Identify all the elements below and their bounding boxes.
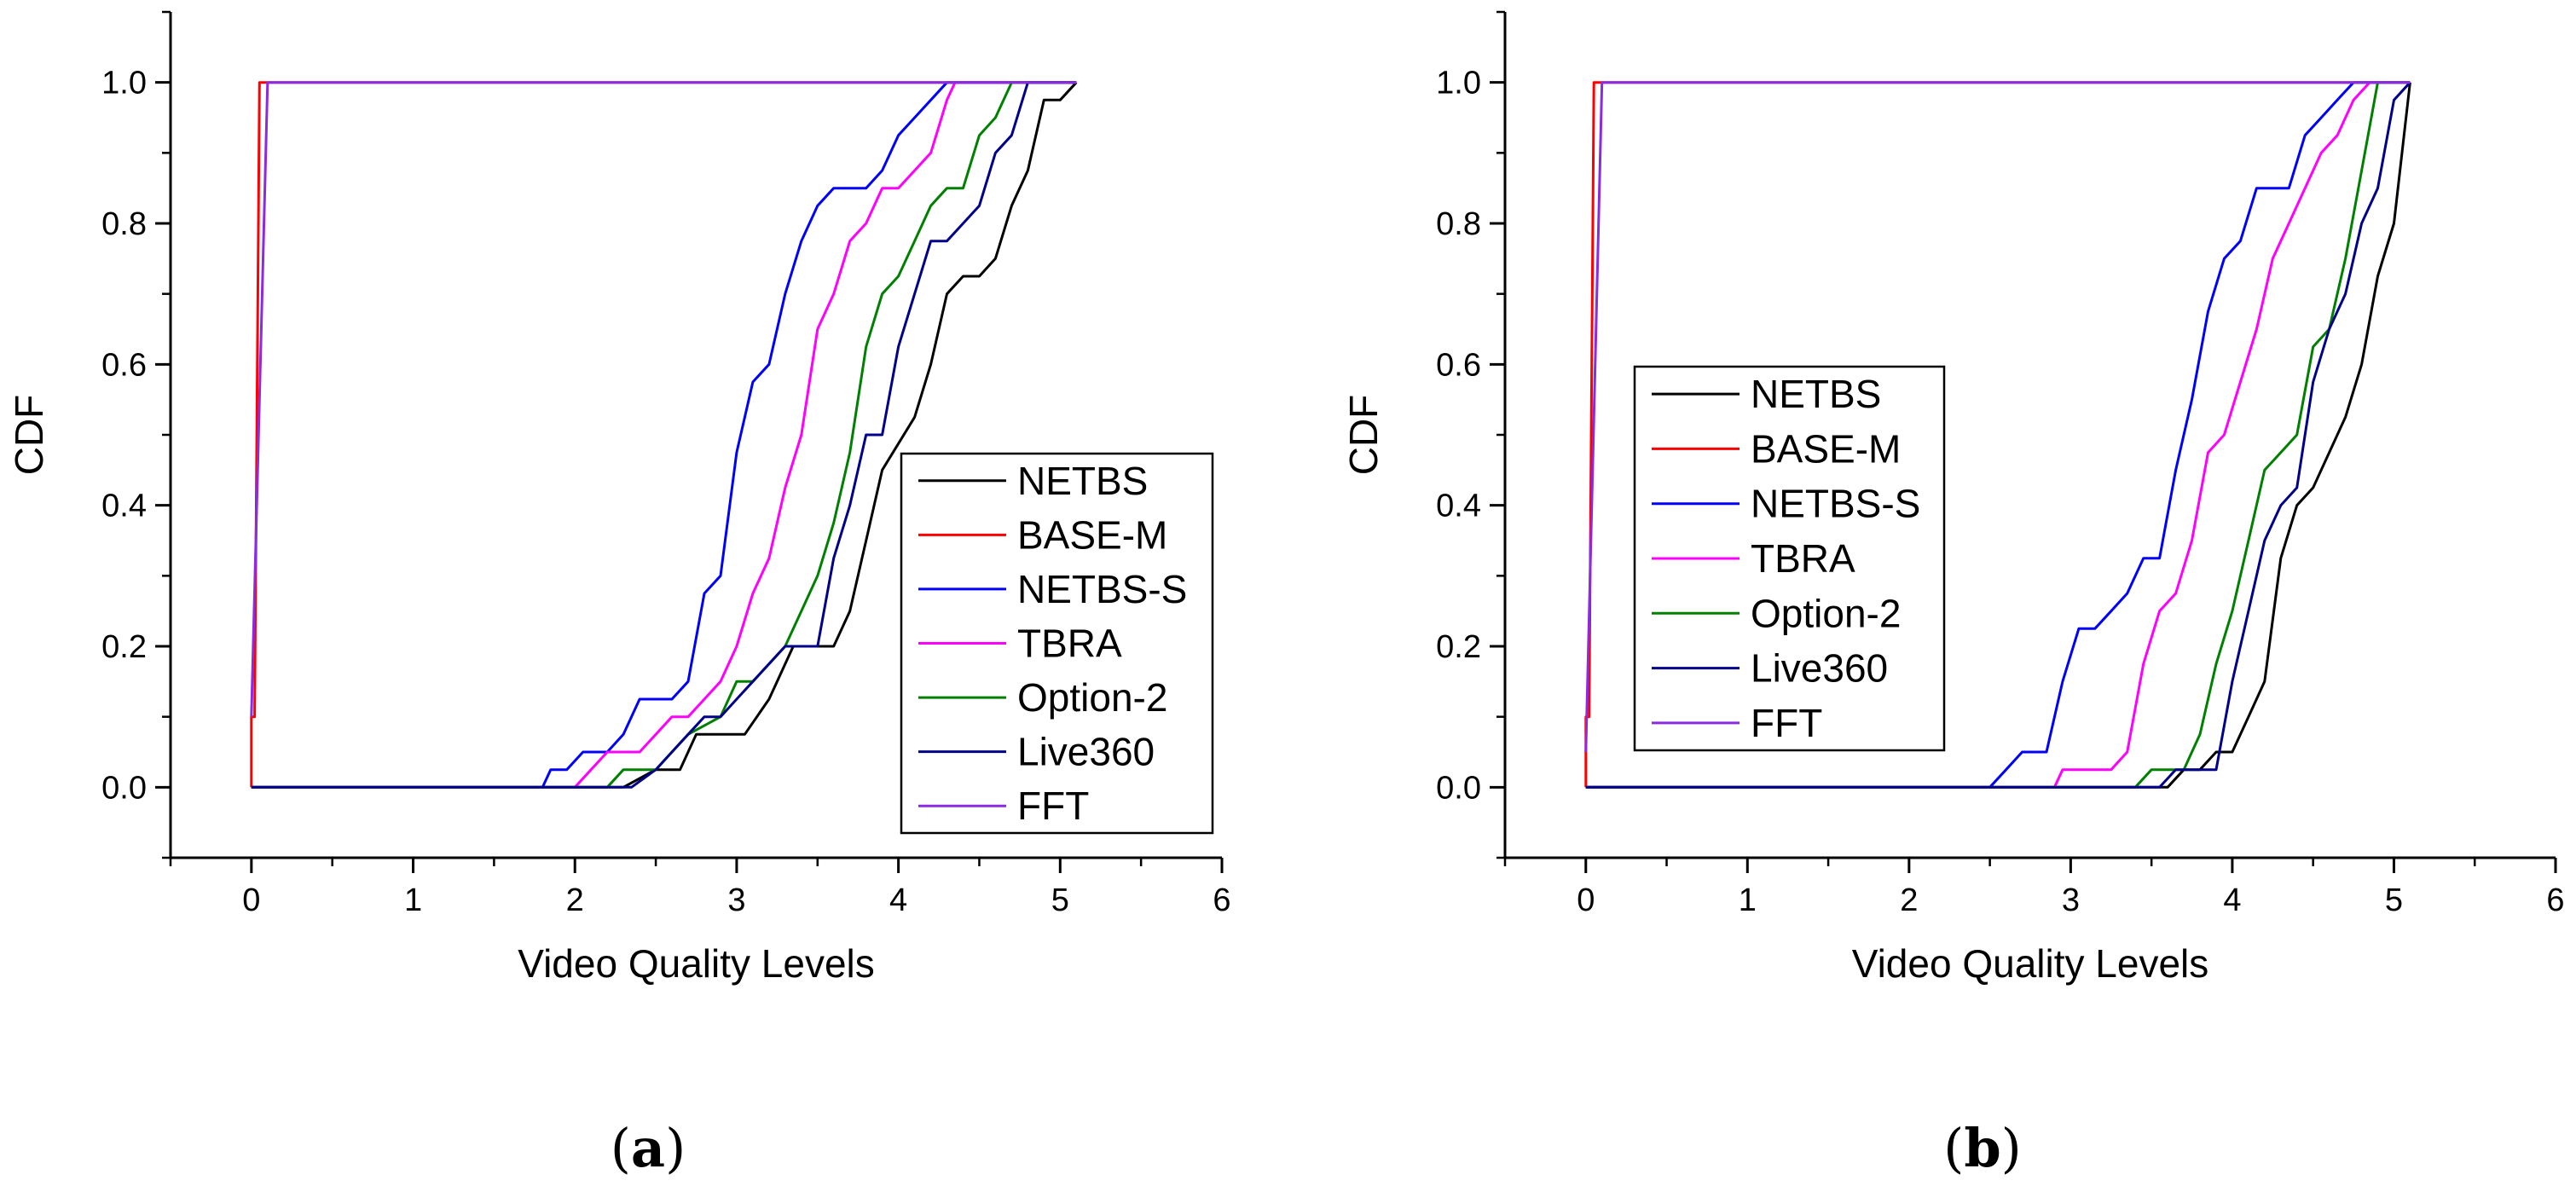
chart-panel-b: 0 1 2 3 4 5 6 0.0 0.2 0.4 0.6 0.8 1.0 Video Quality L… <box>1341 10 2565 1179</box>
x-tick-label: 2 <box>566 882 584 918</box>
panel-label: (a) <box>611 1117 686 1179</box>
x-tick-label: 2 <box>1900 882 1918 918</box>
series-line-tbra <box>1585 81 2411 789</box>
y-axis-title: CDF <box>1341 395 1386 476</box>
series-line-live360 <box>251 81 1077 789</box>
legend: NETBS BASE-M NETBS-S TBRA Option-2 Live360 FFT <box>900 452 1214 835</box>
legend-label: Option-2 <box>1017 675 1167 720</box>
x-axis-title: Video Quality Levels <box>1852 941 2209 986</box>
series-line-option-2 <box>1585 81 2411 789</box>
y-tick-label: 0.8 <box>101 206 147 242</box>
legend-label: NETBS-S <box>1751 482 1920 526</box>
legend-label: NETBS-S <box>1017 567 1187 611</box>
x-tick-label: 3 <box>727 882 745 918</box>
y-tick-label: 0.6 <box>101 347 147 383</box>
series-line-fft <box>1584 81 2411 753</box>
x-tick-label: 6 <box>1213 882 1230 918</box>
y-tick-label: 1.0 <box>1436 66 1481 101</box>
y-tick-label: 0.8 <box>1436 206 1481 242</box>
legend-label: FFT <box>1751 701 1822 745</box>
x-tick-label: 4 <box>2223 882 2241 918</box>
x-tick-label: 1 <box>404 882 422 918</box>
x-tick-label: 0 <box>242 882 260 918</box>
y-tick-label: 0.6 <box>1436 347 1481 383</box>
legend-label: TBRA <box>1751 536 1855 581</box>
legend-label: NETBS <box>1017 459 1148 503</box>
legend-label: Live360 <box>1017 730 1155 774</box>
series-line-live360 <box>1585 81 2411 789</box>
y-tick-label: 0.4 <box>1436 489 1481 524</box>
series-line-netbs <box>251 81 1078 789</box>
x-tick-label: 5 <box>1051 882 1069 918</box>
panel-label: (b) <box>1943 1117 2022 1179</box>
x-tick-label: 0 <box>1577 882 1595 918</box>
legend-label: BASE-M <box>1751 426 1901 471</box>
legend-label: BASE-M <box>1017 512 1167 557</box>
x-axis-title: Video Quality Levels <box>518 941 875 986</box>
x-tick-label: 3 <box>2062 882 2080 918</box>
series-line-netbs-s <box>251 81 1077 789</box>
series-line-netbs-s <box>1585 81 2411 789</box>
y-tick-label: 0.4 <box>101 489 147 524</box>
legend-label: NETBS <box>1751 372 1881 416</box>
y-axis-title: CDF <box>7 395 51 476</box>
legend-label: Option-2 <box>1751 591 1901 635</box>
legend-label: Live360 <box>1751 646 1888 691</box>
legend-label: FFT <box>1017 784 1089 828</box>
x-tick-label: 1 <box>1739 882 1757 918</box>
chart-panel-a: 0 1 2 3 4 5 6 0.0 0.2 0.4 0.6 0.8 1.0 Video Quality L… <box>7 10 1231 1179</box>
y-tick-label: 0.2 <box>1436 629 1481 665</box>
legend-label: TBRA <box>1017 622 1122 666</box>
y-tick-label: 0.0 <box>1436 770 1481 806</box>
y-tick-label: 0.2 <box>101 629 147 665</box>
x-tick-label: 6 <box>2546 882 2564 918</box>
series-line-fft <box>250 81 1077 717</box>
x-tick-label: 4 <box>889 882 907 918</box>
legend: NETBS BASE-M NETBS-S TBRA Option-2 Live360 FFT <box>1633 365 1946 752</box>
x-tick-label: 5 <box>2385 882 2403 918</box>
series-line-tbra <box>251 81 1077 789</box>
y-tick-label: 1.0 <box>101 66 147 101</box>
y-tick-label: 0.0 <box>101 770 147 806</box>
